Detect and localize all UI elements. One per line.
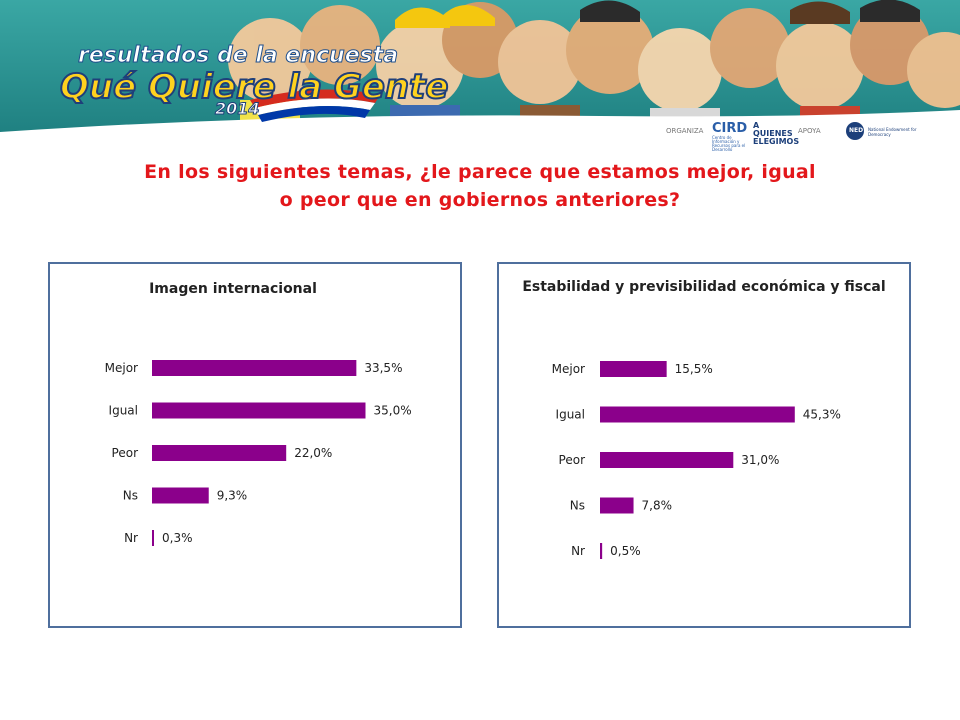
apoya-label: APOYA: [798, 127, 821, 135]
data-label: 15,5%: [675, 362, 713, 376]
chart-title: Estabilidad y previsibilidad económica y…: [522, 279, 886, 295]
data-label: 0,5%: [610, 544, 641, 558]
ned-full-name: National Endowment for Democracy: [868, 127, 917, 137]
chart-panel-imagen-internacional: Imagen internacional Mejor 33,5% Igual 35,0…: [48, 262, 462, 628]
category-label: Nr: [571, 544, 585, 558]
chart-panel-estabilidad: Estabilidad y previsibilidad económica y…: [497, 262, 911, 628]
data-label: 33,5%: [364, 361, 402, 375]
category-label: Nr: [124, 531, 138, 545]
data-label: 7,8%: [642, 499, 673, 513]
question-line1: En los siguientes temas, ¿le parece que …: [144, 161, 816, 183]
bar: [600, 452, 734, 468]
organiza-label: ORGANIZA: [666, 127, 704, 135]
bar: [600, 406, 795, 423]
category-label: Igual: [556, 408, 585, 422]
bar-chart-imagen-internacional: Mejor 33,5% Igual 35,0% Peor 22,0% Ns 9,3% Nr 0,3…: [105, 352, 412, 550]
bar: [152, 530, 154, 546]
bar: [152, 487, 209, 504]
category-label: Mejor: [105, 361, 138, 375]
data-label: 9,3%: [217, 489, 248, 503]
ned-logo-text: NED: [849, 127, 864, 134]
data-label: 31,0%: [741, 453, 779, 467]
data-label: 45,3%: [803, 408, 841, 422]
data-label: 35,0%: [374, 404, 412, 418]
logo-year: 2014: [215, 99, 260, 118]
category-label: Ns: [123, 489, 138, 503]
bar: [600, 497, 634, 514]
bar: [152, 445, 287, 461]
data-label: 22,0%: [294, 446, 332, 460]
header-banner: resultados de la encuesta Qué Quiere la …: [0, 0, 960, 145]
ned-logo-icon: [846, 122, 864, 140]
bar: [600, 543, 603, 559]
bar: [600, 361, 667, 377]
logo-line2: Qué Quiere la Gente: [60, 67, 448, 107]
category-label: Mejor: [552, 362, 585, 376]
logo-line1: resultados de la encuesta: [78, 43, 398, 68]
banner-illustration: resultados de la encuesta Qué Quiere la …: [0, 0, 960, 145]
sponsor-bar: ORGANIZA CIRD Centro de Información y Re…: [650, 118, 950, 152]
category-label: Ns: [570, 499, 585, 513]
category-label: Peor: [112, 446, 139, 460]
question-line2: o peor que en gobiernos anteriores?: [279, 189, 681, 211]
bar: [152, 360, 357, 376]
bar-chart-estabilidad: Mejor 15,5% Igual 45,3% Peor 31,0% Ns 7,8% Nr 0,5…: [552, 353, 841, 563]
survey-question: En los siguientes temas, ¿le parece que …: [60, 158, 900, 214]
cird-subtitle: Centro de Información y Recursos para el…: [712, 135, 746, 152]
a-quienes-elegimos-logo: A QUIENES ELEGIMOS: [753, 121, 800, 146]
bar: [152, 402, 366, 419]
category-label: Peor: [559, 453, 586, 467]
cird-logo: CIRD: [712, 121, 748, 136]
chart-title: Imagen internacional: [149, 281, 317, 297]
data-label: 0,3%: [162, 531, 193, 545]
category-label: Igual: [109, 404, 138, 418]
